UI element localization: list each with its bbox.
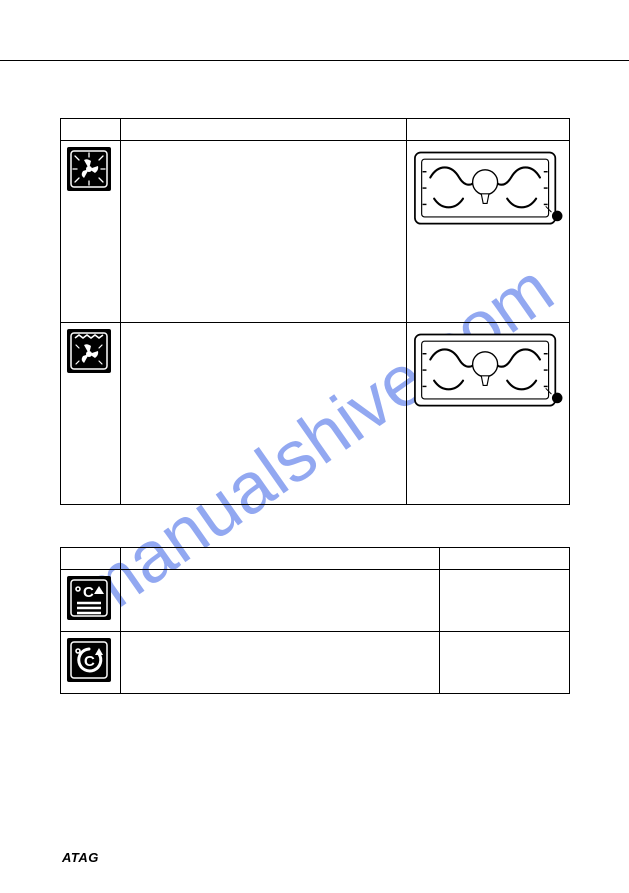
desc-cell — [120, 570, 439, 632]
figure-cell — [406, 141, 569, 323]
functions-table-1 — [60, 118, 570, 505]
header-cell-icon — [61, 548, 121, 570]
oven-cavity-schematic — [413, 149, 563, 231]
desc-cell — [120, 632, 439, 694]
functions-table-2: C — [60, 547, 570, 694]
table-row — [61, 141, 570, 323]
header-cell-icon — [61, 119, 121, 141]
figure-cell — [406, 323, 569, 505]
content-area: C — [60, 118, 570, 694]
header-cell-desc — [120, 548, 439, 570]
table-row — [61, 119, 570, 141]
table-row: C — [61, 632, 570, 694]
desc-cell — [120, 323, 406, 505]
rapid-preheat-icon-svg: C — [69, 578, 109, 618]
icon-cell — [61, 323, 121, 505]
page: manualshive.com — [0, 0, 629, 893]
fan-grill-icon-svg — [69, 331, 109, 371]
right-cell — [440, 570, 570, 632]
icon-cell: C — [61, 632, 121, 694]
desc-cell — [120, 141, 406, 323]
header-cell-desc — [120, 119, 406, 141]
top-rule — [0, 60, 629, 61]
eco-cycle-icon-svg: C — [69, 640, 109, 680]
oven-cavity-schematic — [413, 331, 563, 413]
svg-text:C: C — [83, 584, 94, 601]
table-row: C — [61, 570, 570, 632]
fan-heat-icon — [67, 147, 111, 191]
table-row — [61, 323, 570, 505]
header-cell-fig — [406, 119, 569, 141]
footer-logo: ATAG — [62, 850, 99, 865]
table-row — [61, 548, 570, 570]
header-cell-right — [440, 548, 570, 570]
icon-cell — [61, 141, 121, 323]
svg-text:C: C — [84, 653, 95, 670]
right-cell — [440, 632, 570, 694]
fan-grill-icon — [67, 329, 111, 373]
icon-cell: C — [61, 570, 121, 632]
fan-heat-icon-svg — [69, 149, 109, 189]
eco-cycle-icon: C — [67, 638, 111, 682]
rapid-preheat-icon: C — [67, 576, 111, 620]
